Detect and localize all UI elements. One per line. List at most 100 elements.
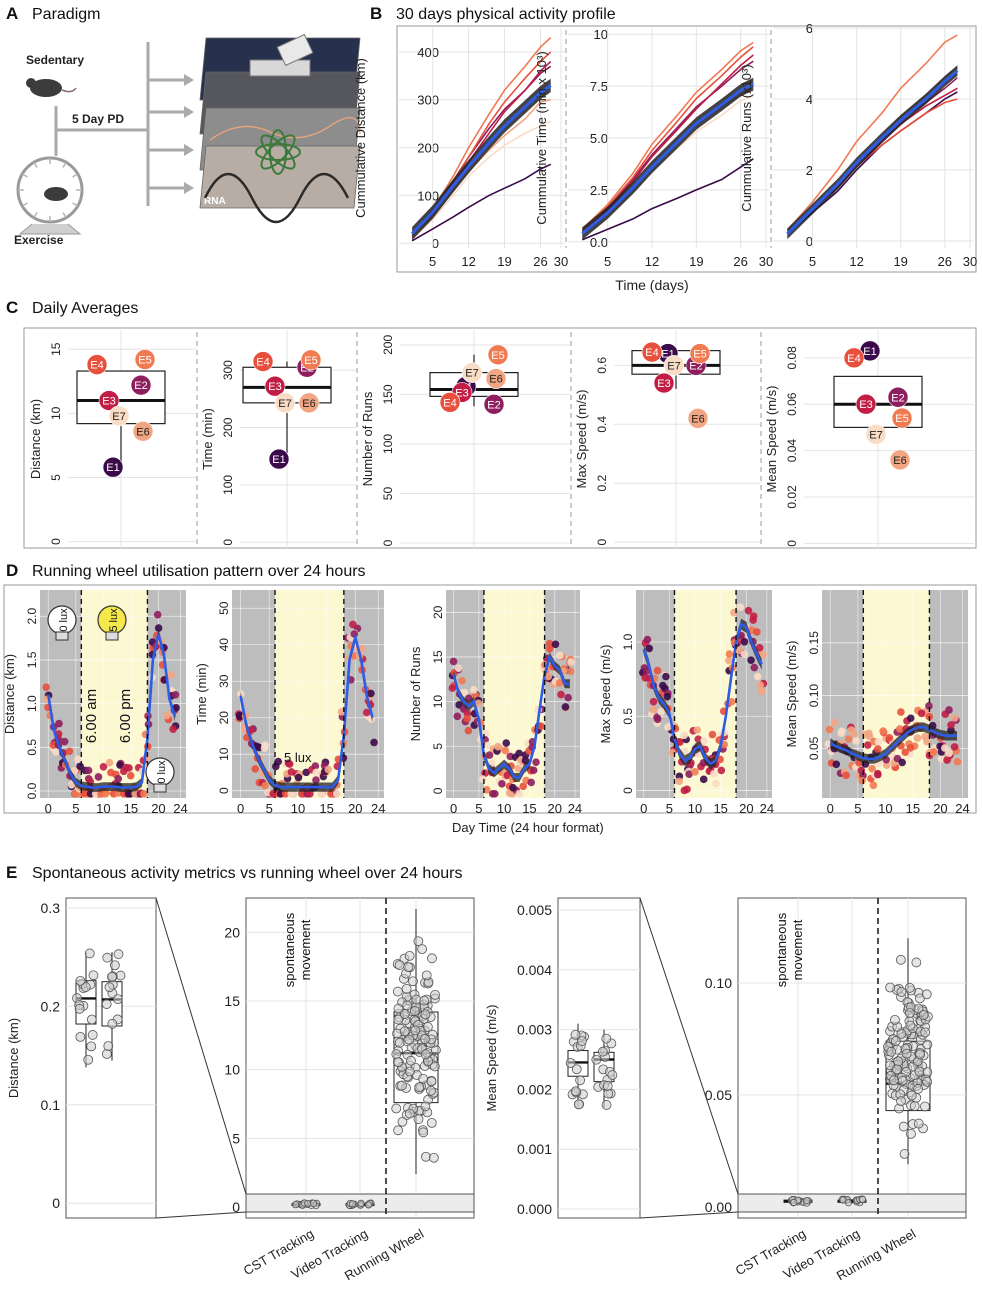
data-point	[904, 1008, 915, 1019]
data-point-label: E2	[891, 392, 904, 404]
data-point	[885, 982, 896, 993]
data-point	[597, 1046, 608, 1057]
data-point	[921, 989, 932, 1000]
tick-label-y: 0.001	[517, 1141, 552, 1157]
data-point	[756, 681, 765, 690]
branch-arrow-1	[184, 106, 194, 118]
branch-arrow-3	[184, 182, 194, 194]
data-point	[481, 769, 489, 777]
bulb-label: 5 lux	[108, 608, 120, 632]
tick-label-y: 10	[594, 27, 608, 42]
tick-label-y: 0.000	[517, 1201, 552, 1217]
tick-label-y: 400	[417, 45, 439, 60]
bulb-base	[153, 783, 167, 793]
tick-label-y: 0.05	[705, 1087, 732, 1103]
tick-label-y: 0.06	[785, 392, 799, 416]
data-point-E7	[461, 362, 483, 383]
data-point	[312, 768, 321, 777]
data-point	[74, 1003, 85, 1014]
data-point-label: E4	[90, 360, 103, 372]
data-point	[699, 775, 708, 784]
data-point	[502, 739, 511, 747]
data-point	[747, 656, 755, 665]
data-point-E6	[298, 392, 320, 414]
data-point	[844, 1199, 853, 1207]
data-point-E4	[641, 341, 663, 363]
data-point	[84, 766, 93, 775]
data-point	[710, 769, 718, 778]
panel-letter: A	[6, 4, 18, 23]
data-point	[163, 711, 171, 720]
data-point	[937, 754, 946, 763]
tick-label-x: 5	[666, 801, 673, 816]
data-point-E4	[439, 392, 461, 413]
series-line-E1	[411, 163, 552, 242]
data-point	[925, 702, 933, 710]
data-point	[409, 1006, 420, 1016]
data-point	[607, 1070, 618, 1080]
tick-label-y: 4	[806, 92, 813, 107]
axis-label-y: Distance (km)	[2, 654, 17, 734]
data-point	[107, 1018, 118, 1029]
data-point-label: E7	[869, 429, 882, 441]
data-point	[324, 765, 333, 774]
data-point	[483, 741, 492, 750]
panel-title: 30 days physical activity profile	[396, 6, 616, 23]
data-point	[852, 737, 860, 745]
data-point	[922, 1076, 933, 1087]
data-point	[482, 786, 491, 794]
data-point-E3	[98, 390, 120, 411]
data-point	[906, 1090, 917, 1101]
data-point	[917, 709, 926, 718]
data-point	[602, 1081, 613, 1091]
data-point	[235, 711, 244, 720]
data-point-E5	[689, 343, 711, 364]
data-point	[744, 606, 753, 615]
data-point	[261, 781, 269, 790]
tick-label-x: 15	[124, 801, 138, 816]
mouse-ear	[26, 78, 36, 88]
data-point	[411, 994, 422, 1005]
subplot-0: 0.0 0.5 1.0 1.5 2.0 0 5 10 15 20 24 Distance (km) 0 …	[2, 590, 188, 816]
mouse-icon	[26, 78, 77, 97]
data-point	[154, 624, 163, 632]
data-point-E2	[483, 394, 505, 415]
data-point	[474, 699, 483, 708]
tick-label-x: 26	[938, 254, 952, 269]
data-point	[864, 741, 872, 749]
data-point	[532, 758, 540, 767]
tick-label-x: 20	[739, 801, 753, 816]
retina-lobe	[260, 134, 296, 170]
rna-wave	[203, 172, 350, 224]
data-point	[904, 982, 915, 993]
wheel-rung	[21, 173, 28, 178]
data-point	[309, 1199, 318, 1207]
data-point	[929, 748, 938, 756]
zoom-connector	[639, 1211, 739, 1219]
data-point	[311, 762, 320, 770]
data-point	[101, 999, 112, 1009]
data-point	[913, 734, 922, 742]
data-point	[909, 1101, 920, 1112]
tick-label-y: 0	[52, 1195, 60, 1211]
data-point	[397, 1116, 408, 1127]
data-point	[420, 1034, 430, 1044]
subplot-2: 0 2 4 6 5 12 19 26 30 Cummulative Runs (x10³)	[739, 21, 977, 269]
data-point	[99, 762, 108, 771]
tick-label-y: 5.0	[590, 131, 608, 146]
data-point	[882, 761, 891, 769]
retina-lobe	[255, 143, 301, 161]
tick-label-y: 0.4	[595, 416, 609, 433]
tick-label-x: 5	[854, 801, 861, 816]
data-point	[413, 936, 424, 947]
data-point-E5	[891, 407, 913, 429]
data-point	[449, 657, 458, 666]
data-point	[570, 1029, 581, 1040]
tick-label-y: 50	[217, 601, 231, 615]
tick-label-y: 0.08	[785, 346, 799, 370]
data-point	[892, 1064, 903, 1075]
data-point	[898, 758, 906, 767]
data-point	[140, 790, 148, 798]
